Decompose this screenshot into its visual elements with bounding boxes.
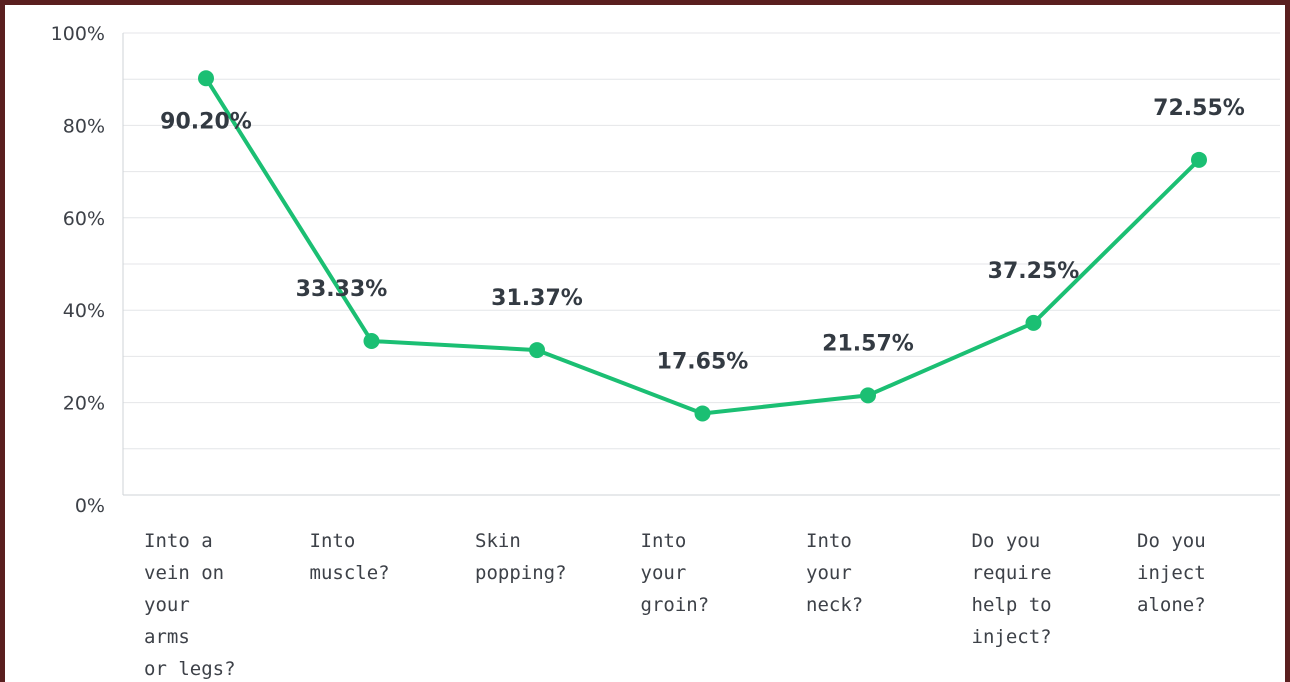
x-category-label: or legs? — [144, 658, 236, 680]
data-label: 72.55% — [1153, 96, 1245, 121]
x-category-label: arms — [144, 626, 190, 648]
data-point — [198, 70, 214, 87]
data-label: 33.33% — [296, 277, 388, 302]
y-tick-label: 100% — [51, 23, 105, 45]
data-label: 90.20% — [160, 109, 252, 134]
data-label: 37.25% — [988, 259, 1080, 284]
data-label: 31.37% — [491, 286, 583, 311]
line-chart: 0% 20% 40% 60% 80% 100% 90.20% 33.33% 31.37% 17.6… — [51, 23, 1280, 680]
data-point — [694, 405, 711, 422]
data-point — [1191, 151, 1207, 168]
data-label: 21.57% — [822, 331, 914, 356]
y-tick-label: 60% — [63, 208, 105, 230]
x-category-label: muscle? — [310, 562, 390, 584]
x-category-label: help to — [972, 594, 1052, 616]
x-category-label: inject? — [972, 626, 1052, 648]
x-category-label: Do you — [972, 530, 1041, 552]
x-category-label: Skin — [475, 530, 521, 552]
x-category-label: vein on — [144, 562, 224, 584]
y-tick-label: 40% — [63, 300, 105, 322]
data-point — [1025, 314, 1042, 331]
x-category-label: your — [806, 562, 852, 584]
x-category-label: your — [641, 562, 687, 584]
x-category-label: popping? — [475, 562, 567, 584]
data-point — [860, 387, 876, 404]
data-label: 17.65% — [657, 349, 749, 374]
x-category-label: your — [144, 594, 190, 616]
x-category-label: alone? — [1137, 594, 1206, 616]
x-category-label: Into — [806, 530, 852, 552]
x-category-label: Do you — [1137, 530, 1206, 552]
data-point — [529, 342, 545, 359]
data-point — [363, 333, 380, 350]
x-category-label: Into — [310, 530, 356, 552]
x-category-label: require — [972, 562, 1052, 584]
y-tick-label: 80% — [63, 115, 105, 137]
x-category-label: Into a — [144, 530, 213, 552]
x-category-label: groin? — [641, 594, 710, 616]
y-tick-label: 20% — [63, 393, 105, 415]
x-category-label: neck? — [806, 594, 863, 616]
y-tick-label: 0% — [75, 495, 105, 517]
x-category-label: inject — [1137, 562, 1206, 584]
x-category-label: Into — [641, 530, 687, 552]
